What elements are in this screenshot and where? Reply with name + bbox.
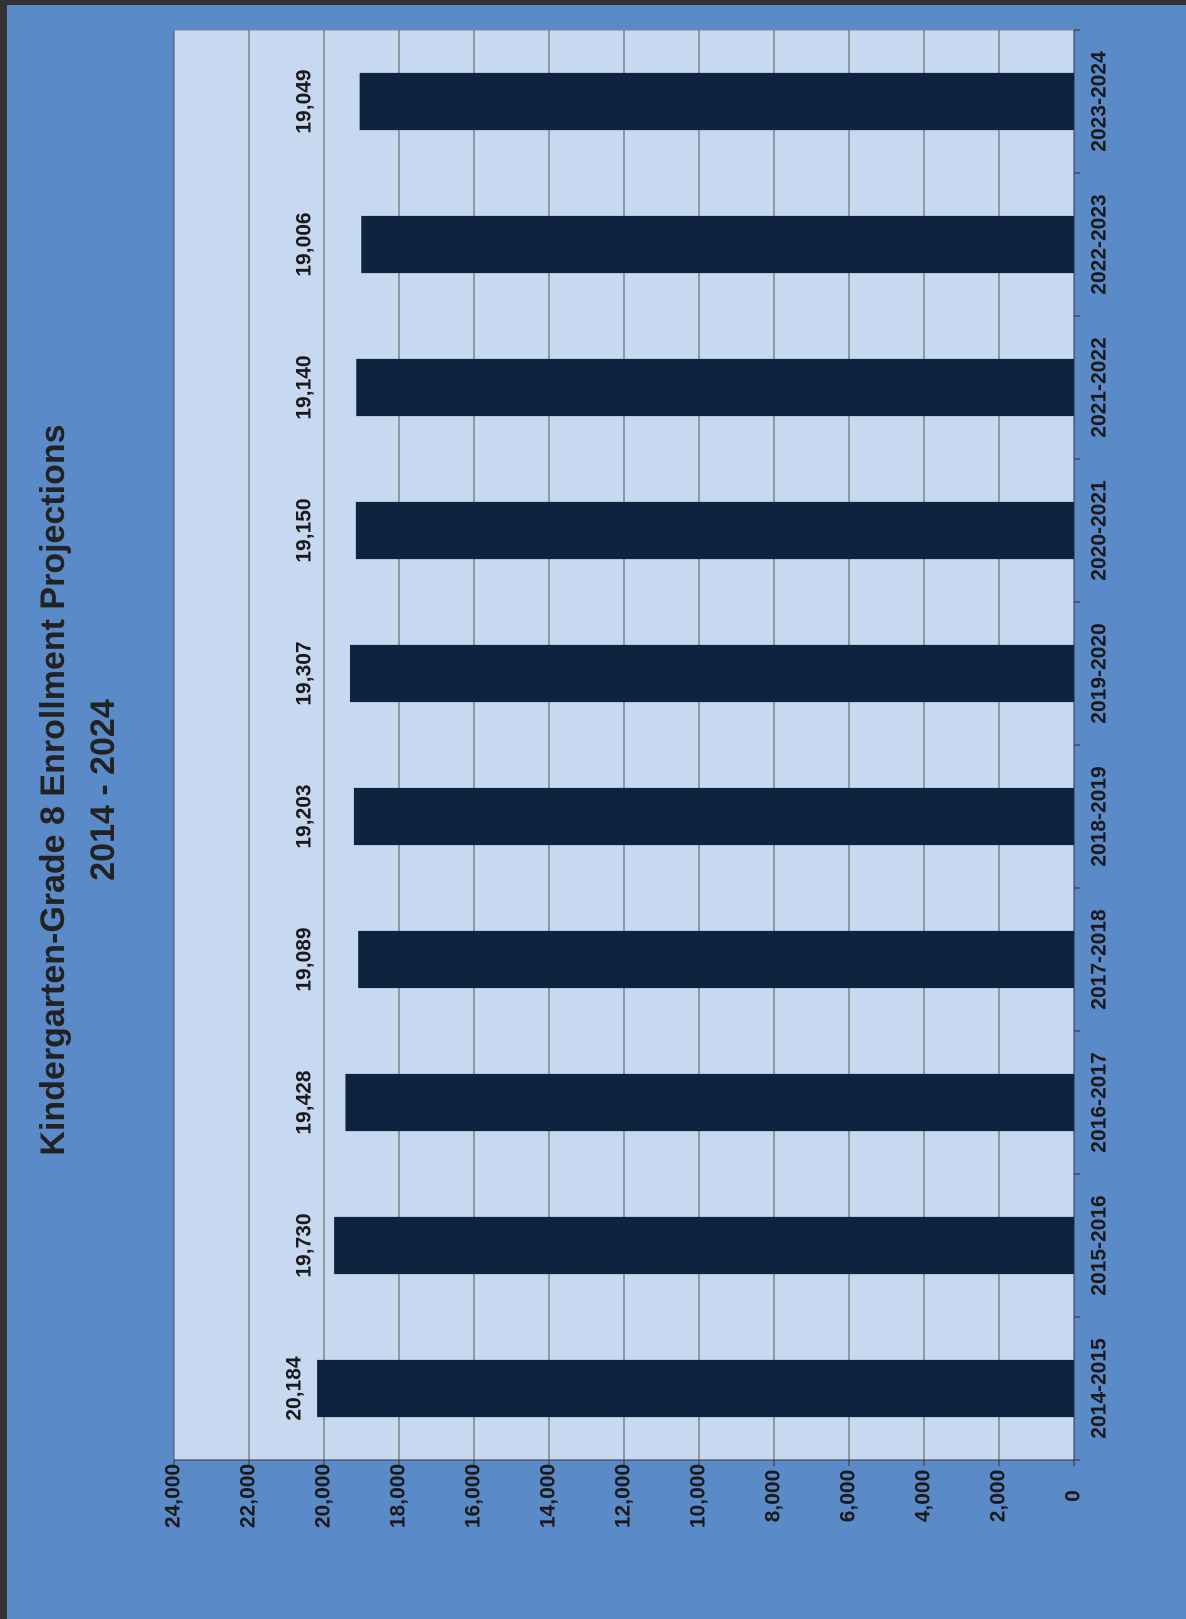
value-label: 20,184	[283, 1356, 306, 1421]
x-tick-label: 2018-2019	[1088, 766, 1111, 866]
bar	[317, 1359, 1075, 1418]
y-tick-label: 24,000	[162, 1464, 185, 1528]
value-label: 19,049	[293, 69, 316, 133]
y-tick-label: 4,000	[912, 1470, 935, 1523]
x-tick-label: 2019-2020	[1088, 623, 1111, 723]
bar	[349, 644, 1074, 703]
value-label: 19,089	[293, 927, 316, 991]
value-label: 19,307	[293, 641, 316, 705]
value-label: 19,730	[293, 1213, 316, 1277]
chart-title: Kindergarten-Grade 8 Enrollment Projecti…	[34, 424, 72, 1155]
x-tick-label: 2017-2018	[1088, 909, 1111, 1010]
y-tick-label: 12,000	[612, 1464, 635, 1528]
x-tick-label: 2022-2023	[1088, 194, 1111, 294]
x-tick-label: 2014-2015	[1088, 1338, 1111, 1439]
bar	[361, 215, 1074, 274]
value-label: 19,006	[293, 212, 316, 276]
bar	[345, 1073, 1074, 1132]
y-tick-label: 16,000	[462, 1464, 485, 1528]
y-tick-label: 22,000	[237, 1464, 260, 1528]
x-tick-label: 2015-2016	[1088, 1195, 1111, 1295]
x-tick-label: 2016-2017	[1088, 1052, 1111, 1152]
value-label: 19,150	[293, 498, 316, 562]
value-label: 19,203	[293, 784, 316, 848]
x-tick-label: 2021-2022	[1088, 337, 1111, 437]
x-tick-label: 2020-2021	[1088, 480, 1111, 581]
y-tick-label: 20,000	[312, 1464, 335, 1528]
bar	[353, 787, 1074, 846]
x-tick-label: 2023-2024	[1088, 51, 1111, 152]
chart-subtitle: 2014 - 2024	[84, 699, 122, 881]
bar	[355, 501, 1074, 560]
y-tick-label: 2,000	[987, 1470, 1010, 1523]
y-tick-label: 10,000	[687, 1464, 710, 1528]
y-tick-label: 0	[1062, 1490, 1085, 1502]
y-tick-label: 8,000	[762, 1470, 785, 1523]
value-label: 19,140	[293, 355, 316, 419]
bar	[356, 358, 1074, 417]
bar	[334, 1216, 1074, 1275]
y-tick-label: 6,000	[837, 1470, 860, 1523]
y-tick-label: 14,000	[537, 1464, 560, 1528]
bar	[358, 930, 1075, 989]
y-tick-label: 18,000	[387, 1464, 410, 1528]
value-label: 19,428	[293, 1070, 316, 1135]
bar	[359, 72, 1075, 131]
